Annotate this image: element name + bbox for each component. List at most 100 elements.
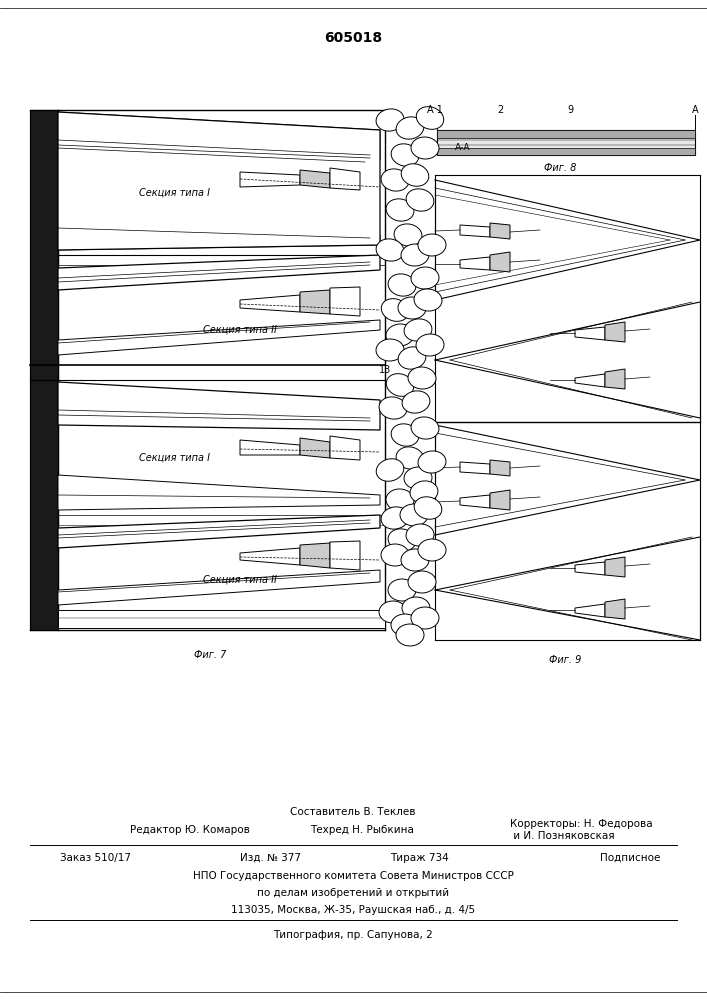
Ellipse shape	[418, 539, 446, 561]
Ellipse shape	[398, 297, 426, 319]
Ellipse shape	[411, 607, 439, 629]
Ellipse shape	[381, 507, 409, 529]
Polygon shape	[240, 295, 300, 312]
Text: Секция типа II: Секция типа II	[203, 325, 277, 335]
Ellipse shape	[381, 544, 409, 566]
Text: Типография, пр. Сапунова, 2: Типография, пр. Сапунова, 2	[273, 930, 433, 940]
Ellipse shape	[416, 334, 444, 356]
Polygon shape	[437, 130, 695, 155]
Text: 13: 13	[379, 365, 391, 375]
Text: Фиг. 9: Фиг. 9	[549, 655, 581, 665]
Polygon shape	[490, 252, 510, 272]
Text: Фиг. 7: Фиг. 7	[194, 650, 226, 660]
Ellipse shape	[404, 319, 432, 341]
Ellipse shape	[404, 467, 432, 489]
Ellipse shape	[402, 597, 430, 619]
Ellipse shape	[414, 497, 442, 519]
Text: по делам изобретений и открытий: по делам изобретений и открытий	[257, 888, 449, 898]
Ellipse shape	[376, 339, 404, 361]
Polygon shape	[58, 112, 380, 160]
Text: Изд. № 377: Изд. № 377	[240, 853, 301, 863]
Polygon shape	[240, 440, 300, 455]
Ellipse shape	[388, 579, 416, 601]
Ellipse shape	[416, 107, 444, 129]
Ellipse shape	[386, 199, 414, 221]
Ellipse shape	[401, 244, 429, 266]
Ellipse shape	[388, 274, 416, 296]
Ellipse shape	[407, 524, 433, 546]
Text: Заказ 510/17: Заказ 510/17	[60, 853, 131, 863]
Polygon shape	[460, 495, 490, 508]
Ellipse shape	[386, 374, 414, 396]
Ellipse shape	[386, 489, 414, 511]
Polygon shape	[460, 462, 490, 474]
Text: А 1: А 1	[427, 105, 443, 115]
Polygon shape	[437, 130, 695, 138]
Text: А: А	[691, 105, 699, 115]
Text: Техред Н. Рыбкина: Техред Н. Рыбкина	[310, 825, 414, 835]
Ellipse shape	[411, 267, 439, 289]
Polygon shape	[605, 599, 625, 619]
Polygon shape	[58, 320, 380, 355]
Text: Секция типа II: Секция типа II	[203, 575, 277, 585]
Polygon shape	[490, 460, 510, 476]
Ellipse shape	[376, 459, 404, 481]
Ellipse shape	[406, 189, 434, 211]
Ellipse shape	[391, 144, 419, 166]
Ellipse shape	[396, 117, 424, 139]
Ellipse shape	[379, 601, 407, 623]
Polygon shape	[605, 369, 625, 389]
Text: Подписное: Подписное	[600, 853, 660, 863]
Polygon shape	[437, 148, 695, 155]
Polygon shape	[575, 562, 605, 575]
Ellipse shape	[411, 137, 439, 159]
Ellipse shape	[388, 529, 416, 551]
Ellipse shape	[401, 164, 429, 186]
Polygon shape	[330, 541, 360, 570]
Polygon shape	[490, 490, 510, 510]
Ellipse shape	[400, 504, 428, 526]
Ellipse shape	[402, 391, 430, 413]
Text: 9: 9	[567, 105, 573, 115]
Ellipse shape	[381, 169, 409, 191]
Polygon shape	[300, 290, 330, 314]
Polygon shape	[58, 570, 380, 605]
Ellipse shape	[414, 289, 442, 311]
Text: 2: 2	[497, 105, 503, 115]
Polygon shape	[58, 382, 380, 430]
Polygon shape	[605, 322, 625, 342]
Ellipse shape	[391, 614, 419, 636]
Text: 605018: 605018	[324, 31, 382, 45]
Ellipse shape	[408, 571, 436, 593]
Ellipse shape	[394, 224, 422, 246]
Polygon shape	[300, 438, 330, 458]
Polygon shape	[300, 543, 330, 568]
Text: Тираж 734: Тираж 734	[390, 853, 449, 863]
Polygon shape	[330, 287, 360, 316]
Text: Составитель В. Теклев: Составитель В. Теклев	[291, 807, 416, 817]
Polygon shape	[330, 436, 360, 460]
Ellipse shape	[411, 417, 439, 439]
Polygon shape	[58, 610, 385, 628]
Polygon shape	[58, 112, 380, 250]
Ellipse shape	[401, 549, 429, 571]
Ellipse shape	[386, 324, 414, 346]
Text: Секция типа I: Секция типа I	[139, 188, 211, 198]
Text: Корректоры: Н. Федорова
 и И. Позняковская: Корректоры: Н. Федорова и И. Позняковска…	[510, 819, 653, 841]
Polygon shape	[240, 172, 300, 187]
Text: А-А: А-А	[455, 143, 471, 152]
Polygon shape	[460, 225, 490, 237]
Polygon shape	[575, 604, 605, 617]
Text: Секция типа I: Секция типа I	[139, 453, 211, 463]
Polygon shape	[58, 255, 380, 290]
Text: 113035, Москва, Ж-35, Раушская наб., д. 4/5: 113035, Москва, Ж-35, Раушская наб., д. …	[231, 905, 475, 915]
Polygon shape	[30, 110, 58, 630]
Ellipse shape	[396, 624, 424, 646]
Polygon shape	[58, 215, 380, 250]
Ellipse shape	[379, 397, 407, 419]
Ellipse shape	[410, 481, 438, 503]
Ellipse shape	[408, 367, 436, 389]
Ellipse shape	[396, 447, 424, 469]
Ellipse shape	[398, 347, 426, 369]
Text: Фиг. 8: Фиг. 8	[544, 163, 576, 173]
